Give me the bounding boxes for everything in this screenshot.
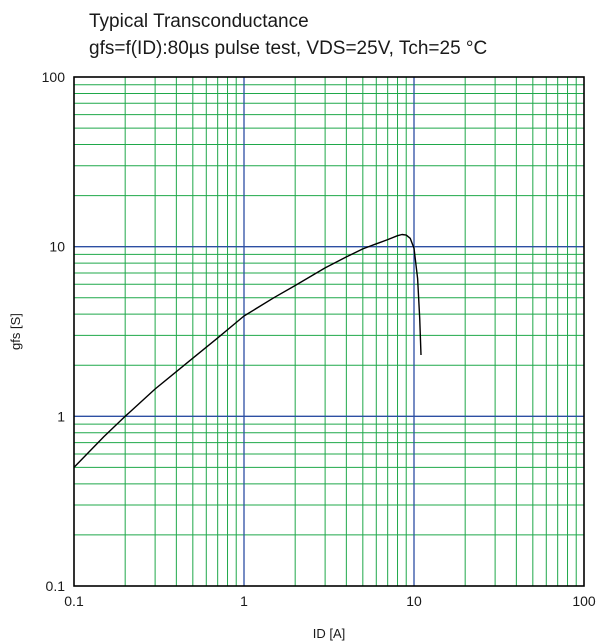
y-tick-label: 10 (49, 239, 65, 255)
series-layer (73, 233, 422, 468)
y-tick-label: 0.1 (46, 578, 66, 594)
major-gridlines (74, 77, 584, 586)
x-tick-label: 1 (240, 593, 248, 609)
y-axis-label: gfs [S] (8, 313, 23, 350)
minor-gridlines (74, 77, 584, 586)
x-axis-label: ID [A] (313, 626, 346, 641)
plot-frame (73, 76, 585, 587)
gfs-curve (73, 233, 422, 468)
y-tick-label: 100 (42, 69, 66, 85)
x-tick-label: 100 (572, 593, 596, 609)
x-tick-label: 0.1 (64, 593, 84, 609)
y-tick-labels: 0.1 1 10 100 (42, 69, 66, 594)
x-tick-label: 10 (406, 593, 422, 609)
chart-title: Typical Transconductance (89, 11, 309, 32)
y-tick-label: 1 (57, 408, 65, 424)
chart-subtitle: gfs=f(ID):80µs pulse test, VDS=25V, Tch=… (89, 38, 487, 59)
x-tick-labels: 0.1 1 10 100 (64, 593, 596, 609)
